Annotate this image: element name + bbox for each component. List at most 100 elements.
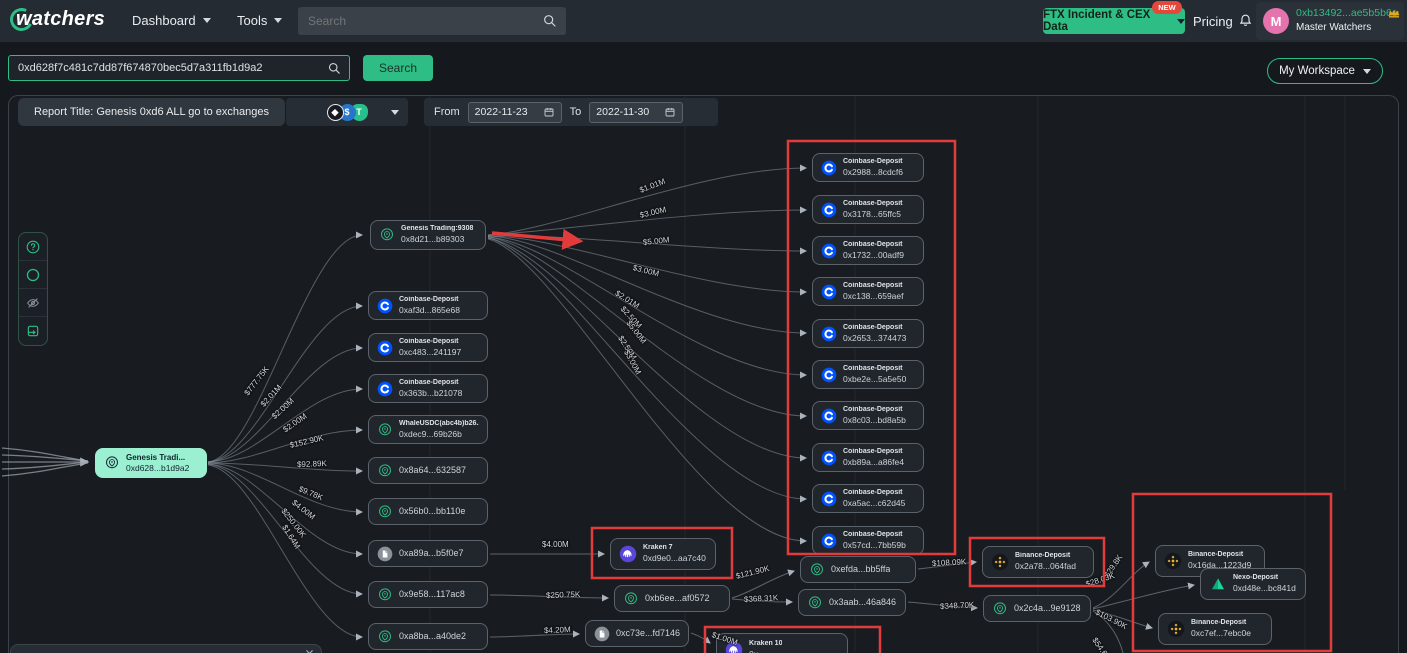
watcher-icon	[809, 562, 825, 578]
to-date-input[interactable]: 2022-11-30	[589, 101, 684, 123]
coinbase-icon	[821, 160, 837, 176]
help-button[interactable]	[19, 233, 47, 261]
node-title: Coinbase-Deposit	[843, 199, 903, 207]
legend-panel[interactable]	[10, 644, 322, 653]
node-address: 0x3aab...46a846	[829, 596, 897, 607]
node-coinbase-deposit[interactable]: Coinbase-Deposit 0xc138...659aef	[812, 277, 924, 306]
address-search-input[interactable]	[9, 56, 349, 80]
node-address: 0xd9e0...aa7c40	[643, 553, 706, 564]
hide-labels-button[interactable]	[19, 289, 47, 317]
from-date-input[interactable]: 2022-11-23	[467, 101, 562, 123]
node-title: Genesis Tradi...	[126, 452, 186, 462]
avatar[interactable]: M	[1263, 8, 1289, 34]
user-account-chip[interactable]: M 0xb13492...ae5b5b6e Master Watchers	[1256, 2, 1404, 40]
watcher-icon	[377, 463, 393, 479]
canvas-tool-rail	[18, 232, 48, 346]
node-binance-deposit[interactable]: Binance-Deposit 0xc7ef...7ebc0e	[1158, 613, 1272, 645]
node-binance-deposit[interactable]: Binance-Deposit 0x2a78...064fad	[982, 546, 1094, 578]
edge-label: $108.09K	[931, 557, 967, 568]
date-range-bar: From 2022-11-23 To 2022-11-30	[424, 98, 718, 126]
to-label: To	[569, 106, 582, 118]
node-title: Coinbase-Deposit	[843, 240, 903, 248]
report-title[interactable]: Report Title: Genesis 0xd6 ALL go to exc…	[18, 98, 286, 126]
search-button[interactable]: Search	[363, 55, 433, 81]
node-coinbase-deposit[interactable]: Coinbase-Deposit 0x57cd...7bb59b	[812, 526, 924, 555]
node-coinbase-deposit[interactable]: Coinbase-Deposit 0x8c03...bd8a5b	[812, 401, 924, 430]
node-contract[interactable]: 0xc73e...fd7146	[585, 620, 689, 647]
from-label: From	[434, 106, 460, 118]
node-wallet[interactable]: 0x9e58...117ac8	[368, 581, 488, 608]
pricing-link[interactable]: Pricing	[1193, 14, 1233, 29]
node-coinbase-deposit[interactable]: Coinbase-Deposit 0xc483...241197	[368, 333, 488, 362]
nexo-icon	[1209, 575, 1227, 593]
node-coinbase-deposit[interactable]: Coinbase-Deposit 0x2653...374473	[812, 319, 924, 348]
help-icon	[25, 239, 41, 255]
calendar-icon	[664, 106, 676, 118]
node-coinbase-deposit[interactable]: Coinbase-Deposit 0xa5ac...c62d45	[812, 484, 924, 513]
node-wallet[interactable]: 0xa8ba...a40de2	[368, 623, 488, 650]
watchers-logo[interactable]: watchers	[7, 5, 130, 36]
node-wallet[interactable]: 0x8a64...632587	[368, 457, 488, 484]
contract-icon	[377, 546, 393, 562]
node-title: Kraken 7	[643, 544, 673, 552]
node-coinbase-deposit[interactable]: Coinbase-Deposit 0xaf3d...865e68	[368, 291, 488, 320]
search-icon[interactable]	[327, 61, 342, 76]
top-navbar: watchers Dashboard Tools FTX Incident & …	[0, 0, 1407, 42]
node-coinbase-deposit[interactable]: Coinbase-Deposit 0x1732...00adf9	[812, 236, 924, 265]
coinbase-icon	[377, 381, 393, 397]
watcher-icon	[379, 227, 395, 243]
node-address: 0xa8ba...a40de2	[399, 630, 467, 641]
node-wallet[interactable]: 0x3aab...46a846	[798, 589, 906, 616]
watcher-icon	[377, 629, 393, 645]
node-address: 0x8d21...b89303	[401, 234, 465, 245]
binance-icon	[991, 553, 1009, 571]
watcher-icon	[377, 504, 393, 520]
node-genesis-origin[interactable]: Genesis Tradi... 0xd628...b1d9a2	[95, 448, 207, 478]
node-coinbase-deposit[interactable]: Coinbase-Deposit 0x363b...b21078	[368, 374, 488, 403]
node-nexo-deposit[interactable]: Nexo-Deposit 0xd48e...bc841d	[1200, 568, 1306, 600]
node-title: Coinbase-Deposit	[399, 337, 459, 345]
notification-bell-icon[interactable]	[1237, 12, 1254, 29]
node-address: 0xbe2e...5a5e50	[843, 373, 907, 384]
node-title: Nexo-Deposit	[1233, 574, 1279, 582]
node-wallet[interactable]: 0x2c4a...9e9128	[983, 595, 1091, 622]
token-filter-select[interactable]: ◆ $ T	[286, 98, 408, 126]
eye-off-icon	[25, 295, 41, 311]
node-address: 0xefda...bb5ffa	[831, 563, 891, 574]
node-genesis-trading-9308[interactable]: Genesis Trading:9308 0x8d21...b89303	[370, 220, 486, 250]
edge-label: $348.70K	[939, 600, 975, 611]
node-coinbase-deposit[interactable]: Coinbase-Deposit 0x2988...8cdcf6	[812, 153, 924, 182]
address-search-field	[8, 55, 350, 81]
my-workspace-button[interactable]: My Workspace	[1267, 58, 1383, 84]
watcher-icon	[377, 587, 393, 603]
save-button[interactable]	[19, 317, 47, 345]
node-coinbase-deposit[interactable]: Coinbase-Deposit 0x3178...65ffc5	[812, 195, 924, 224]
node-address: 0xaf3d...865e68	[399, 304, 460, 315]
search-icon[interactable]	[542, 13, 558, 29]
node-wallet[interactable]: 0xefda...bb5ffa	[800, 556, 916, 583]
edge-label: $4.00M	[542, 540, 569, 549]
node-address: 0x2988...8cdcf6	[843, 166, 904, 177]
node-title: Coinbase-Deposit	[843, 447, 903, 455]
node-title: Coinbase-Deposit	[843, 405, 903, 413]
node-contract[interactable]: 0xa89a...b5f0e7	[368, 540, 488, 567]
node-kraken-7[interactable]: Kraken 7 0xd9e0...aa7c40	[610, 538, 716, 570]
refresh-button[interactable]	[19, 261, 47, 289]
node-whale-usdc[interactable]: WhaleUSDC(abc4b)b26.. 0xdec9...69b26b	[368, 415, 488, 444]
coinbase-icon	[821, 284, 837, 300]
node-title: WhaleUSDC(abc4b)b26..	[399, 419, 479, 427]
node-title: Binance-Deposit	[1191, 619, 1247, 627]
node-coinbase-deposit[interactable]: Coinbase-Deposit 0xbe2e...5a5e50	[812, 360, 924, 389]
node-wallet[interactable]: 0xb6ee...af0572	[614, 585, 730, 612]
close-icon[interactable]	[304, 648, 315, 653]
node-address: 0x57cd...7bb59b	[843, 539, 906, 550]
edge-label: $368.31K	[743, 593, 779, 604]
global-search-input[interactable]	[298, 7, 566, 35]
node-coinbase-deposit[interactable]: Coinbase-Deposit 0xb89a...a86fe4	[812, 443, 924, 472]
node-wallet[interactable]: 0x56b0...bb110e	[368, 498, 488, 525]
coinbase-icon	[377, 298, 393, 314]
menu-dashboard[interactable]: Dashboard	[132, 13, 211, 28]
node-address: 0x1732...00adf9	[843, 249, 904, 260]
menu-tools[interactable]: Tools	[237, 13, 283, 28]
node-address: 0xc138...659aef	[843, 290, 904, 301]
